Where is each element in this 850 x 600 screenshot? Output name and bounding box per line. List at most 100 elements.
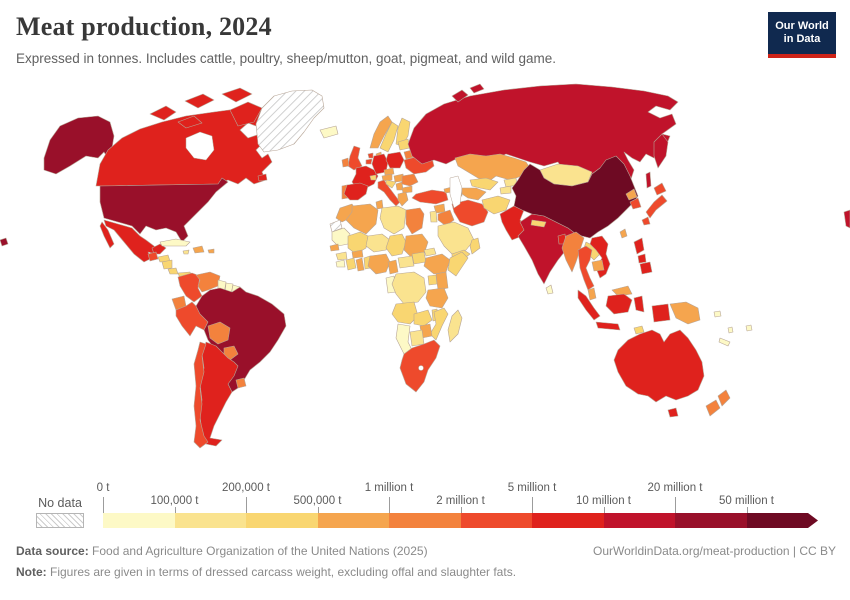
country-uk[interactable]	[347, 145, 363, 171]
country-ethiopia[interactable]	[423, 253, 451, 275]
country-puerto-rico[interactable]	[207, 248, 215, 254]
country-russia-arctic-island[interactable]	[469, 83, 485, 94]
country-tanzania[interactable]	[425, 287, 449, 309]
country-guatemala[interactable]	[147, 251, 159, 262]
country-croatia[interactable]	[385, 179, 397, 189]
country-nigeria[interactable]	[367, 253, 391, 275]
country-israel-jordan[interactable]	[429, 210, 438, 223]
country-new-caledonia[interactable]	[718, 337, 731, 347]
country-tasmania[interactable]	[667, 407, 679, 418]
country-spain[interactable]	[343, 182, 369, 201]
country-papua-new-guinea[interactable]	[669, 301, 701, 325]
legend-segment-6[interactable]	[460, 513, 532, 528]
country-madagascar[interactable]	[447, 309, 463, 343]
country-nepal[interactable]	[530, 219, 547, 228]
country-burkina-faso[interactable]	[351, 249, 364, 259]
legend-segment-10[interactable]	[746, 513, 818, 528]
country-uzbekistan[interactable]	[469, 177, 499, 191]
country-norway[interactable]	[369, 115, 393, 149]
country-uganda[interactable]	[427, 274, 438, 286]
country-sweden[interactable]	[379, 121, 399, 153]
country-philippines-luzon[interactable]	[633, 237, 645, 255]
owid-link[interactable]: OurWorldinData.org/meat-production | CC …	[593, 544, 836, 558]
country-north-korea[interactable]	[625, 188, 638, 201]
country-bulgaria[interactable]	[401, 185, 413, 194]
country-canada-arctic-islands[interactable]	[221, 87, 253, 103]
legend-segment-7[interactable]	[532, 513, 604, 528]
country-philippines-mindanao[interactable]	[639, 261, 653, 275]
country-jamaica[interactable]	[182, 249, 190, 255]
country-taiwan[interactable]	[619, 228, 628, 239]
country-indonesia-java[interactable]	[595, 321, 621, 331]
country-indonesia-borneo[interactable]	[605, 293, 633, 315]
country-greece[interactable]	[397, 191, 409, 207]
legend-segment-9[interactable]	[675, 513, 747, 528]
country-china[interactable]	[511, 155, 639, 239]
map-fragment-west[interactable]	[0, 237, 9, 247]
country-venezuela[interactable]	[195, 271, 221, 293]
legend-segment-1[interactable]	[103, 513, 175, 528]
country-nicaragua[interactable]	[161, 259, 173, 270]
country-egypt[interactable]	[405, 207, 425, 235]
country-vietnam[interactable]	[589, 235, 611, 279]
country-japan-kyushu[interactable]	[641, 216, 651, 226]
country-niger[interactable]	[365, 233, 391, 253]
country-canada-arctic-islands[interactable]	[184, 93, 215, 109]
country-turkey[interactable]	[411, 189, 449, 205]
country-chile[interactable]	[193, 341, 209, 449]
country-canada[interactable]	[95, 107, 273, 187]
country-drc[interactable]	[391, 271, 427, 305]
country-canada-arctic-islands[interactable]	[149, 105, 177, 121]
country-poland[interactable]	[385, 151, 405, 169]
country-iceland[interactable]	[319, 125, 339, 139]
country-tunisia[interactable]	[375, 199, 384, 210]
country-australia[interactable]	[613, 329, 705, 403]
country-afghanistan[interactable]	[481, 195, 511, 215]
country-eritrea[interactable]	[423, 247, 437, 257]
country-russia-sakhalin[interactable]	[645, 171, 652, 189]
country-algeria[interactable]	[345, 203, 379, 235]
country-uruguay[interactable]	[235, 377, 247, 389]
country-indonesia-papua[interactable]	[651, 303, 671, 323]
country-botswana[interactable]	[409, 329, 425, 347]
country-somalia[interactable]	[447, 251, 469, 277]
country-fiji[interactable]	[745, 324, 753, 332]
country-vanuatu[interactable]	[727, 326, 734, 334]
country-cameroon[interactable]	[387, 259, 399, 275]
country-japan-hokkaido[interactable]	[653, 182, 667, 196]
legend-segment-4[interactable]	[317, 513, 389, 528]
country-western-sahara[interactable]	[329, 219, 343, 233]
country-mali[interactable]	[347, 231, 369, 255]
country-ireland[interactable]	[341, 157, 350, 168]
country-japan-honshu[interactable]	[645, 194, 668, 219]
country-oman[interactable]	[469, 237, 481, 255]
country-zambia[interactable]	[413, 309, 433, 327]
country-solomon-islands[interactable]	[713, 310, 722, 318]
country-mexico-baja[interactable]	[99, 221, 115, 249]
country-new-zealand-south[interactable]	[705, 399, 721, 417]
country-newfoundland[interactable]	[257, 173, 268, 182]
country-russia-novaya-zemlya[interactable]	[451, 89, 469, 103]
owid-logo[interactable]: Our World in Data	[768, 12, 836, 58]
country-philippines-visayas[interactable]	[637, 253, 647, 264]
country-thailand[interactable]	[577, 245, 595, 291]
legend-segment-2[interactable]	[174, 513, 246, 528]
country-senegal[interactable]	[329, 243, 340, 252]
country-mozambique[interactable]	[429, 307, 449, 341]
legend-segment-5[interactable]	[389, 513, 461, 528]
country-malaysia-borneo[interactable]	[611, 285, 633, 297]
country-cuba[interactable]	[159, 238, 191, 247]
country-turkmenistan[interactable]	[461, 187, 487, 201]
country-cambodia[interactable]	[591, 259, 605, 272]
country-belgium[interactable]	[365, 158, 373, 165]
country-greenland[interactable]	[255, 89, 325, 153]
country-switzerland[interactable]	[369, 174, 377, 181]
country-guinea[interactable]	[335, 251, 348, 261]
country-romania[interactable]	[401, 173, 419, 187]
country-angola[interactable]	[391, 301, 419, 325]
country-indonesia-sulawesi[interactable]	[633, 295, 645, 313]
map-fragment-east[interactable]	[843, 209, 850, 229]
country-chad[interactable]	[385, 233, 407, 257]
country-timor[interactable]	[633, 325, 645, 335]
country-sri-lanka[interactable]	[545, 284, 554, 295]
